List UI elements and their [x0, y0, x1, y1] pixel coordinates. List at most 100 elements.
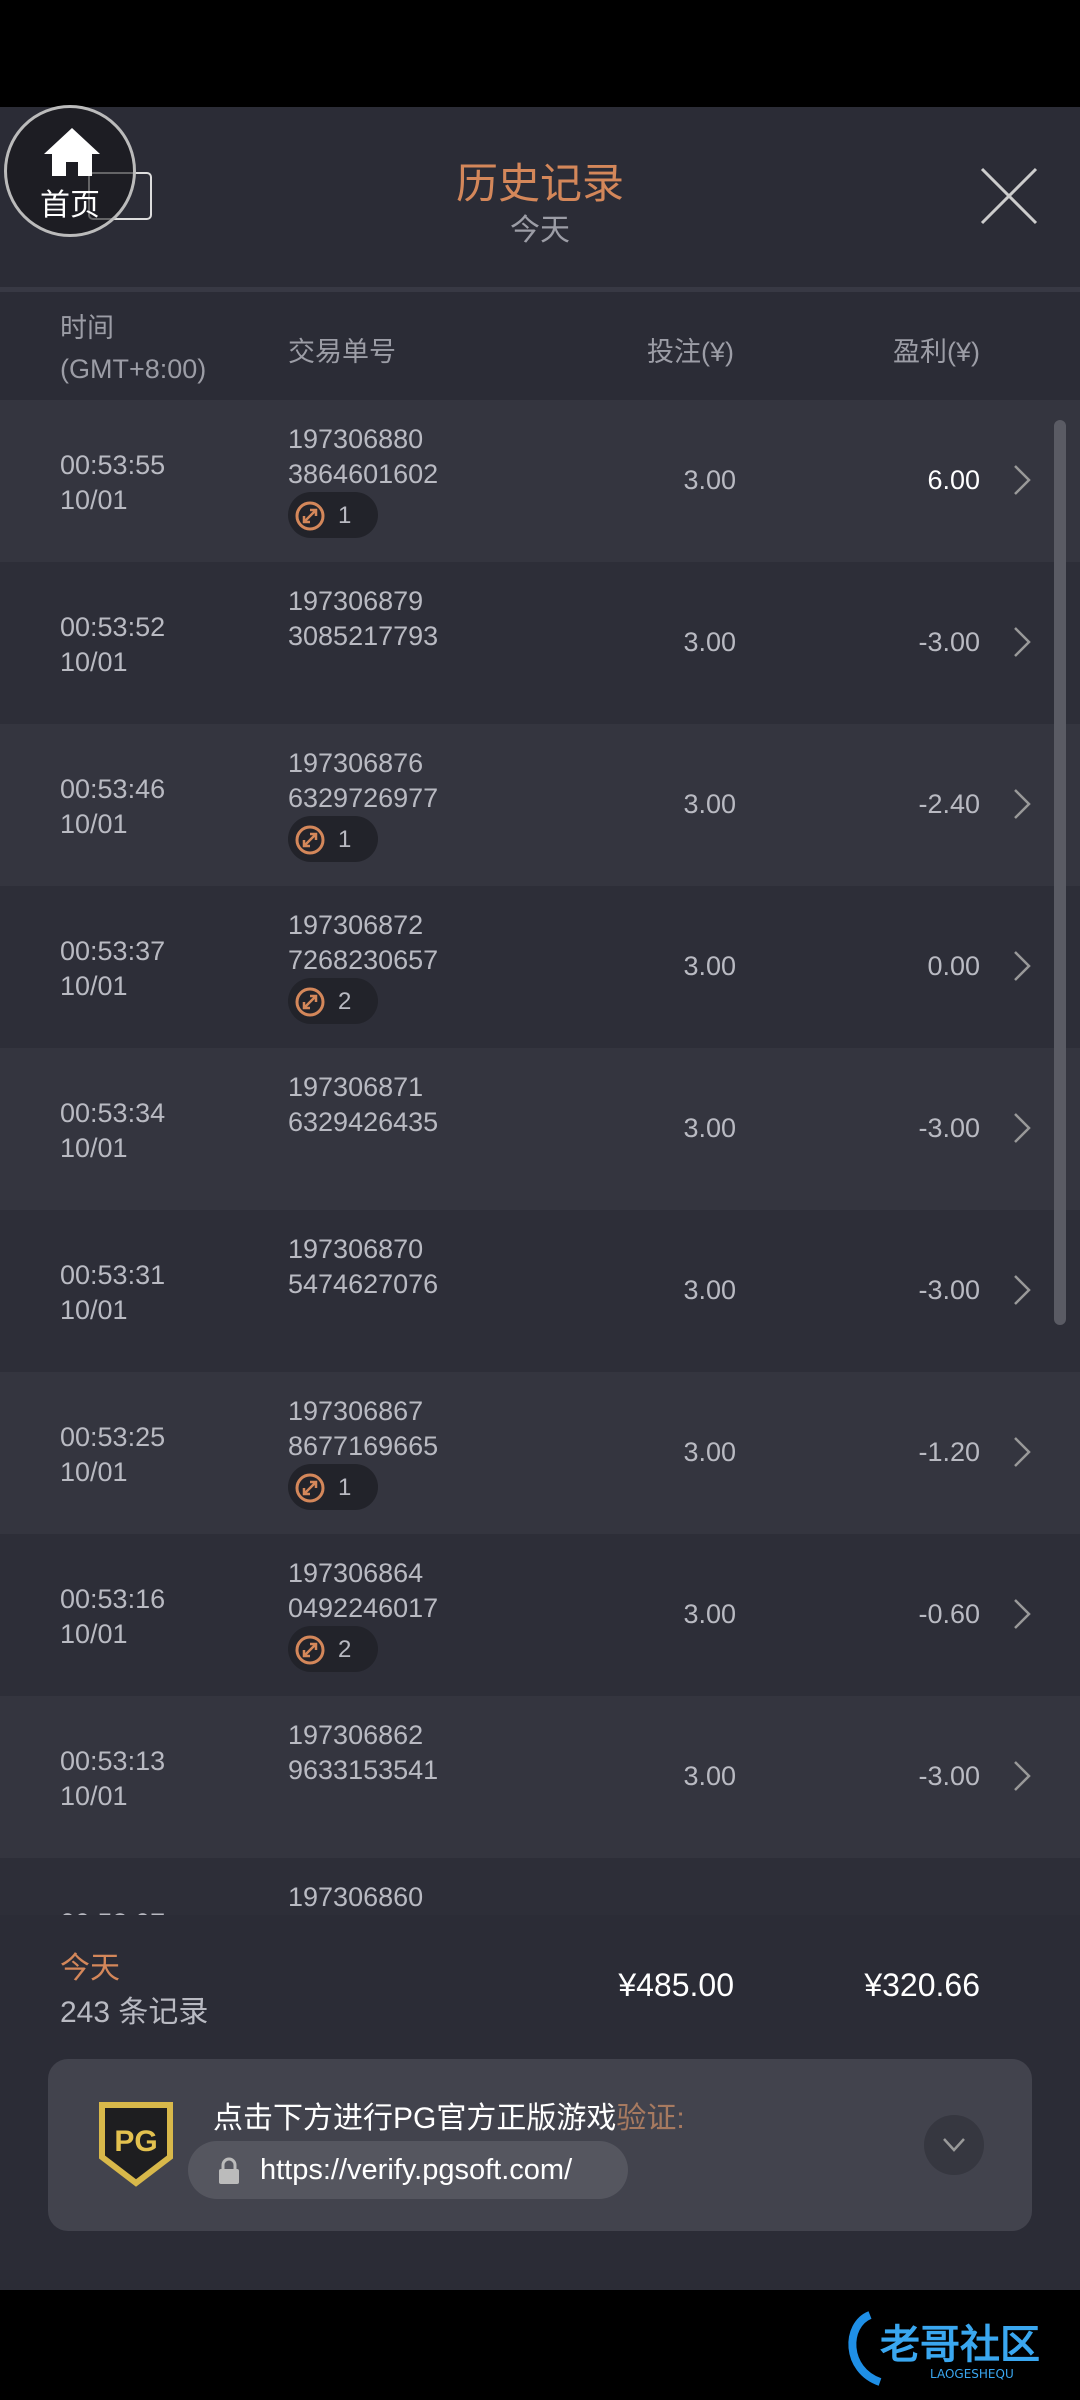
row-time: 00:53:07	[60, 1906, 165, 1915]
row-time: 00:53:16 10/01	[60, 1584, 166, 1649]
row-time: 00:53:46 10/01	[60, 774, 166, 839]
column-header: 时间 (GMT+8:00) 交易单号 投注(¥) 盈利(¥)	[0, 292, 1080, 400]
chevron-right-icon[interactable]	[1012, 464, 1032, 496]
summary-period: 今天	[60, 1952, 120, 1985]
verify-text: 点击下方进行PG官方正版游戏验证:	[213, 2102, 685, 2135]
verify-card: PG 点击下方进行PG官方正版游戏验证: https://verify.pgso…	[48, 2059, 1032, 2231]
free-spin-badge: 1	[288, 492, 378, 538]
table-row[interactable]: 00:53:46 10/01 197306876 6329726977 3.00 -…	[0, 724, 1080, 886]
lock-icon	[219, 2157, 239, 2184]
close-icon[interactable]	[978, 165, 1040, 227]
divider	[0, 287, 1080, 292]
verify-url: https://verify.pgsoft.com/	[260, 2154, 573, 2186]
home-button[interactable]: 首页	[4, 105, 136, 237]
row-transaction-id: 197306871 6329426435	[288, 1072, 439, 1137]
row-bet: 3.00	[683, 1599, 736, 1629]
chevron-right-icon[interactable]	[1012, 626, 1032, 658]
row-transaction-id: 197306860	[288, 1882, 424, 1912]
row-profit: -0.60	[918, 1599, 980, 1629]
spin-icon	[295, 1473, 325, 1503]
free-spin-badge: 1	[288, 1464, 378, 1510]
watermark-logo: 老哥社区 LAOGESHEQU	[840, 2300, 1070, 2390]
chevron-right-icon[interactable]	[1012, 788, 1032, 820]
row-profit: 6.00	[927, 465, 980, 495]
spin-icon	[295, 1635, 325, 1665]
chevron-right-icon[interactable]	[1012, 1274, 1032, 1306]
verify-url-link[interactable]: https://verify.pgsoft.com/	[188, 2141, 628, 2199]
table-row[interactable]: 00:53:07 197306860	[0, 1858, 1080, 1915]
free-spin-badge: 2	[288, 1626, 378, 1672]
row-transaction-id: 197306862 9633153541	[288, 1720, 439, 1785]
row-transaction-id: 197306867 8677169665	[288, 1396, 439, 1461]
row-profit: -2.40	[918, 789, 980, 819]
row-transaction-id: 197306880 3864601602	[288, 424, 439, 489]
history-list: 00:53:55 10/01 197306880 3864601602 3.00 6…	[0, 400, 1080, 1915]
row-time: 00:53:55 10/01	[60, 450, 166, 515]
col-timezone: (GMT+8:00)	[60, 354, 207, 384]
table-row[interactable]: 00:53:25 10/01 197306867 8677169665 3.00 -…	[0, 1372, 1080, 1534]
header: 历史记录 今天	[0, 107, 1080, 287]
expand-button[interactable]	[924, 2115, 984, 2175]
col-profit: 盈利(¥)	[893, 337, 980, 367]
chevron-right-icon[interactable]	[1012, 1760, 1032, 1792]
row-time: 00:53:37 10/01	[60, 936, 166, 1001]
svg-text:LAOGESHEQU: LAOGESHEQU	[930, 2367, 1014, 2381]
row-time: 00:53:31 10/01	[60, 1260, 166, 1325]
summary-footer: 今天 243 条记录 ¥485.00 ¥320.66 PG 点击下方进行PG官方…	[0, 1915, 1080, 2290]
row-profit: -3.00	[918, 1113, 980, 1143]
spin-icon	[295, 987, 325, 1017]
status-bar	[0, 0, 1080, 107]
row-transaction-id: 197306876 6329726977	[288, 748, 439, 813]
chevron-right-icon[interactable]	[1012, 950, 1032, 982]
svg-text:PG: PG	[114, 2125, 157, 2158]
row-transaction-id: 197306872 7268230657	[288, 910, 439, 975]
row-time: 00:53:25 10/01	[60, 1422, 166, 1487]
svg-text:老哥社区: 老哥社区	[880, 2322, 1040, 2368]
pg-logo: PG	[99, 2102, 173, 2187]
scrollbar[interactable]	[1054, 420, 1066, 1325]
home-label: 首页	[40, 189, 100, 222]
chevron-right-icon[interactable]	[1012, 1112, 1032, 1144]
row-time: 00:53:34 10/01	[60, 1098, 166, 1163]
row-bet: 3.00	[683, 465, 736, 495]
free-spin-badge: 1	[288, 816, 378, 862]
total-bet: ¥485.00	[618, 1967, 734, 2003]
record-count: 243 条记录	[60, 1996, 209, 2029]
row-profit: 0.00	[927, 951, 980, 981]
chevron-down-icon	[943, 2138, 965, 2152]
table-row[interactable]: 00:53:34 10/01 197306871 6329426435 3.00 -…	[0, 1048, 1080, 1210]
row-transaction-id: 197306870 5474627076	[288, 1234, 439, 1299]
total-profit: ¥320.66	[864, 1967, 980, 2003]
row-bet: 3.00	[683, 951, 736, 981]
table-row[interactable]: 00:53:52 10/01 197306879 3085217793 3.00 -…	[0, 562, 1080, 724]
free-spin-badge: 2	[288, 978, 378, 1024]
row-time: 00:53:52 10/01	[60, 612, 166, 677]
row-profit: -1.20	[918, 1437, 980, 1467]
table-row[interactable]: 00:53:55 10/01 197306880 3864601602 3.00 6…	[0, 400, 1080, 562]
table-row[interactable]: 00:53:31 10/01 197306870 5474627076 3.00 -…	[0, 1210, 1080, 1372]
col-id: 交易单号	[288, 337, 396, 367]
row-bet: 3.00	[683, 1113, 736, 1143]
row-bet: 3.00	[683, 789, 736, 819]
row-profit: -3.00	[918, 627, 980, 657]
col-time: 时间	[60, 313, 114, 343]
table-row[interactable]: 00:53:13 10/01 197306862 9633153541 3.00 -…	[0, 1696, 1080, 1858]
row-profit: -3.00	[918, 1761, 980, 1791]
row-bet: 3.00	[683, 627, 736, 657]
row-transaction-id: 197306864 0492246017	[288, 1558, 439, 1623]
spin-icon	[295, 825, 325, 855]
table-row[interactable]: 00:53:16 10/01 197306864 0492246017 3.00 -…	[0, 1534, 1080, 1696]
page-subtitle: 今天	[510, 214, 570, 247]
page-title: 历史记录	[455, 160, 624, 207]
col-bet: 投注(¥)	[647, 337, 734, 367]
table-row[interactable]: 00:53:37 10/01 197306872 7268230657 3.00 0…	[0, 886, 1080, 1048]
spin-icon	[295, 501, 325, 531]
row-profit: -3.00	[918, 1275, 980, 1305]
row-bet: 3.00	[683, 1761, 736, 1791]
row-bet: 3.00	[683, 1275, 736, 1305]
chevron-right-icon[interactable]	[1012, 1436, 1032, 1468]
row-bet: 3.00	[683, 1437, 736, 1467]
row-time: 00:53:13 10/01	[60, 1746, 166, 1811]
home-icon	[44, 128, 100, 176]
chevron-right-icon[interactable]	[1012, 1598, 1032, 1630]
